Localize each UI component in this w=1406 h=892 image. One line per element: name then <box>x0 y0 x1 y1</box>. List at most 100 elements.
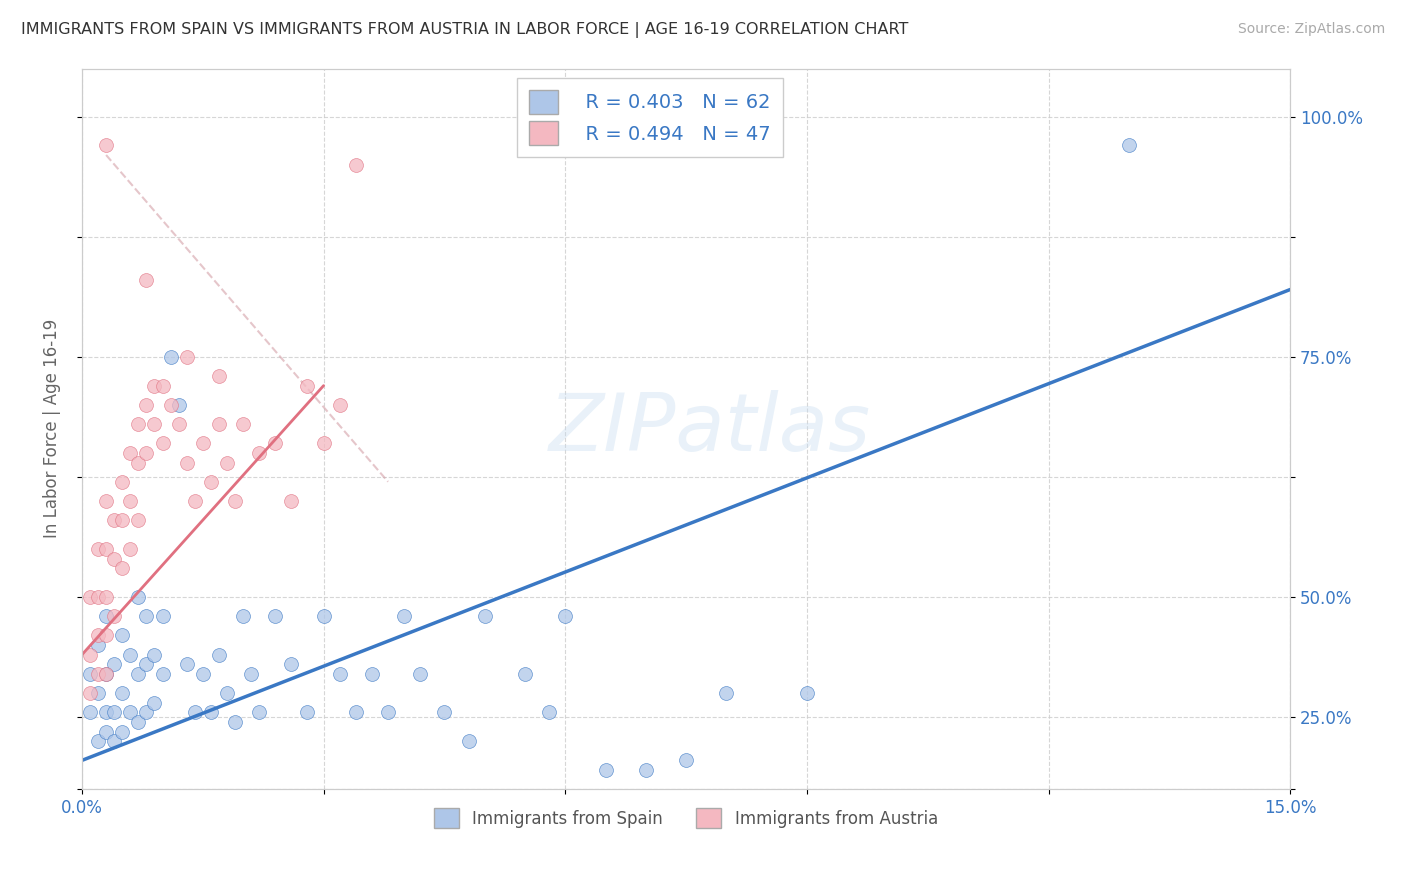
Text: Source: ZipAtlas.com: Source: ZipAtlas.com <box>1237 22 1385 37</box>
Point <box>264 436 287 450</box>
Point <box>392 609 415 624</box>
Point <box>297 706 319 720</box>
Point <box>538 706 561 720</box>
Point <box>87 638 110 652</box>
Text: ZIPatlas: ZIPatlas <box>550 390 872 468</box>
Point <box>135 446 157 460</box>
Point <box>111 724 134 739</box>
Point <box>103 657 125 672</box>
Point <box>79 648 101 662</box>
Point <box>159 350 181 364</box>
Point <box>675 753 697 767</box>
Point <box>94 628 117 642</box>
Point <box>120 541 142 556</box>
Point <box>208 369 231 384</box>
Point <box>312 436 335 450</box>
Text: IMMIGRANTS FROM SPAIN VS IMMIGRANTS FROM AUSTRIA IN LABOR FORCE | AGE 16-19 CORR: IMMIGRANTS FROM SPAIN VS IMMIGRANTS FROM… <box>21 22 908 38</box>
Point <box>111 628 134 642</box>
Point <box>127 667 149 681</box>
Point <box>87 667 110 681</box>
Point <box>120 706 142 720</box>
Point <box>208 648 231 662</box>
Point <box>127 714 149 729</box>
Point <box>87 541 110 556</box>
Point <box>329 667 352 681</box>
Point <box>716 686 738 700</box>
Point <box>361 667 384 681</box>
Point <box>409 667 432 681</box>
Point <box>143 378 166 392</box>
Point <box>152 436 174 450</box>
Point <box>344 158 367 172</box>
Point <box>232 609 254 624</box>
Point <box>135 706 157 720</box>
Point <box>94 541 117 556</box>
Point <box>433 706 456 720</box>
Point <box>280 494 302 508</box>
Point <box>232 417 254 431</box>
Point <box>176 456 198 470</box>
Point <box>103 513 125 527</box>
Point <box>94 138 117 153</box>
Point <box>554 609 576 624</box>
Point <box>111 561 134 575</box>
Point <box>111 475 134 489</box>
Point <box>79 590 101 604</box>
Point <box>247 706 270 720</box>
Point <box>94 667 117 681</box>
Point <box>191 436 214 450</box>
Point <box>215 686 238 700</box>
Point <box>312 609 335 624</box>
Point <box>135 398 157 412</box>
Point <box>103 609 125 624</box>
Point <box>143 648 166 662</box>
Point <box>167 398 190 412</box>
Point <box>200 706 222 720</box>
Point <box>796 686 818 700</box>
Point <box>94 494 117 508</box>
Point <box>280 657 302 672</box>
Point <box>103 734 125 748</box>
Point <box>1118 138 1140 153</box>
Point <box>297 378 319 392</box>
Point <box>152 609 174 624</box>
Point <box>94 667 117 681</box>
Point <box>135 657 157 672</box>
Point <box>183 706 205 720</box>
Point <box>120 648 142 662</box>
Point <box>87 628 110 642</box>
Point <box>595 763 617 777</box>
Point <box>191 667 214 681</box>
Point <box>176 350 198 364</box>
Point <box>457 734 479 748</box>
Point <box>264 609 287 624</box>
Point <box>103 706 125 720</box>
Point <box>127 590 149 604</box>
Point <box>377 706 399 720</box>
Point <box>87 686 110 700</box>
Point <box>474 609 496 624</box>
Point <box>87 590 110 604</box>
Point <box>183 494 205 508</box>
Point <box>224 494 246 508</box>
Point <box>344 706 367 720</box>
Point <box>94 724 117 739</box>
Point <box>120 494 142 508</box>
Point <box>329 398 352 412</box>
Point <box>240 667 263 681</box>
Point <box>79 686 101 700</box>
Point <box>152 667 174 681</box>
Y-axis label: In Labor Force | Age 16-19: In Labor Force | Age 16-19 <box>44 319 60 539</box>
Point <box>215 456 238 470</box>
Point <box>152 378 174 392</box>
Point <box>103 551 125 566</box>
Point <box>176 657 198 672</box>
Legend: Immigrants from Spain, Immigrants from Austria: Immigrants from Spain, Immigrants from A… <box>427 801 945 835</box>
Point <box>127 513 149 527</box>
Point <box>159 398 181 412</box>
Point <box>120 446 142 460</box>
Point <box>127 417 149 431</box>
Point <box>634 763 657 777</box>
Point <box>200 475 222 489</box>
Point <box>513 667 536 681</box>
